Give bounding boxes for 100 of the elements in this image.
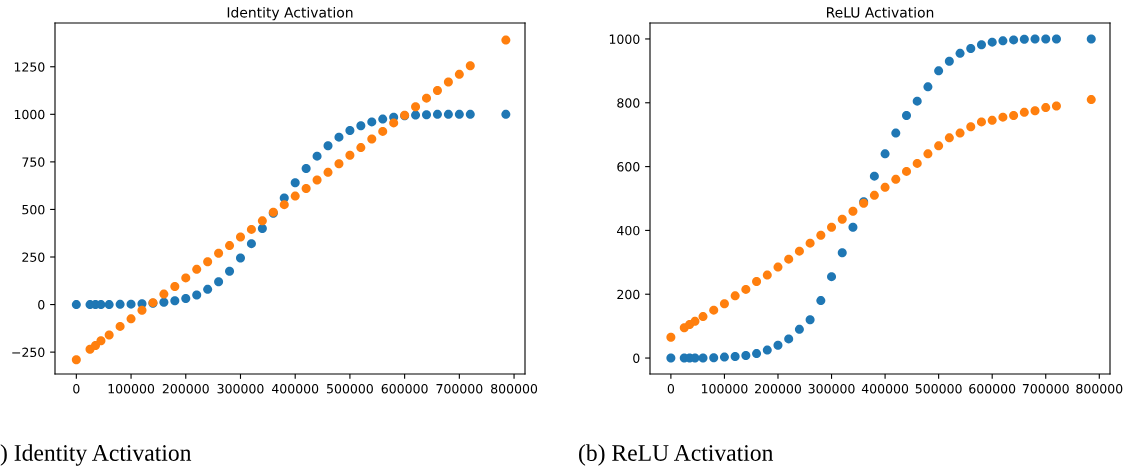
y-tick-label: 400 <box>617 225 640 236</box>
point <box>323 167 333 177</box>
x-tick-label: 600000 <box>969 383 1016 394</box>
point <box>181 293 191 303</box>
x-tick-label: 500000 <box>327 383 373 394</box>
y-tick-label: 0 <box>633 353 640 363</box>
point <box>1019 34 1029 44</box>
x-tick-label: 800000 <box>491 383 538 394</box>
x-tick-label: 400000 <box>861 383 909 394</box>
point <box>367 134 377 144</box>
point <box>923 82 933 92</box>
point <box>837 248 847 258</box>
point <box>784 254 794 264</box>
point <box>235 253 245 263</box>
point <box>848 206 858 216</box>
x-tick-label: 400000 <box>271 383 319 394</box>
point <box>170 296 180 306</box>
point <box>443 77 453 87</box>
x-tick-label: 300000 <box>217 383 264 394</box>
point <box>1009 35 1019 45</box>
point <box>987 115 997 125</box>
point <box>1030 34 1040 44</box>
point <box>805 238 815 248</box>
point <box>356 121 366 131</box>
point <box>1051 101 1061 111</box>
point <box>966 122 976 132</box>
point <box>159 297 169 307</box>
point <box>837 214 847 224</box>
point <box>126 314 136 324</box>
point <box>367 117 377 127</box>
x-tick-label: 500000 <box>915 383 962 394</box>
x-tick-label: 700000 <box>436 383 483 394</box>
x-tick-label: 0 <box>667 383 675 394</box>
point <box>96 336 106 346</box>
point <box>698 353 708 363</box>
y-tick-label: 600 <box>617 162 640 172</box>
point <box>944 56 954 66</box>
point <box>137 305 147 315</box>
point <box>246 224 256 234</box>
point <box>1041 34 1051 44</box>
point <box>71 300 81 310</box>
point <box>794 246 804 256</box>
point <box>891 128 901 138</box>
point <box>848 222 858 232</box>
point <box>880 182 890 192</box>
point <box>902 166 912 176</box>
point <box>378 126 388 136</box>
point <box>225 241 235 251</box>
point <box>334 159 344 169</box>
y-tick-label: 800 <box>617 98 640 108</box>
point <box>998 36 1008 46</box>
y-tick-label: 250 <box>22 252 45 262</box>
point <box>912 158 922 168</box>
point <box>411 110 421 120</box>
x-tick-label: 300000 <box>808 383 855 394</box>
point <box>1086 34 1096 44</box>
point <box>465 61 475 71</box>
point <box>301 164 311 174</box>
point <box>356 143 366 153</box>
point <box>1009 111 1019 121</box>
point <box>411 102 421 112</box>
point <box>891 174 901 184</box>
point <box>279 200 289 210</box>
point <box>214 277 224 287</box>
point <box>432 86 442 96</box>
point <box>690 316 700 326</box>
point <box>794 324 804 334</box>
point <box>741 350 751 360</box>
point <box>762 345 772 355</box>
point <box>666 332 676 342</box>
point <box>827 272 837 282</box>
point <box>719 352 729 362</box>
point <box>1051 34 1061 44</box>
point <box>235 232 245 242</box>
y-tick-label: 750 <box>22 157 45 167</box>
point <box>465 109 475 119</box>
point <box>443 109 453 119</box>
point <box>998 112 1008 122</box>
point <box>501 109 511 119</box>
point <box>880 149 890 159</box>
point <box>126 299 136 309</box>
point <box>159 289 169 299</box>
x-tick-label: 100000 <box>701 383 748 394</box>
point <box>181 273 191 283</box>
point <box>301 184 311 194</box>
point <box>987 37 997 47</box>
point <box>934 141 944 151</box>
point <box>784 334 794 344</box>
point <box>1041 103 1051 113</box>
point <box>71 355 81 365</box>
point <box>312 175 322 185</box>
point <box>827 222 837 232</box>
point <box>741 284 751 294</box>
y-tick-label: 1000 <box>14 109 45 120</box>
point <box>257 223 267 233</box>
chart-title: Identity Activation <box>227 6 353 21</box>
point <box>115 299 125 309</box>
chart-title: ReLU Activation <box>827 6 934 18</box>
point <box>378 114 388 124</box>
point <box>816 230 826 240</box>
